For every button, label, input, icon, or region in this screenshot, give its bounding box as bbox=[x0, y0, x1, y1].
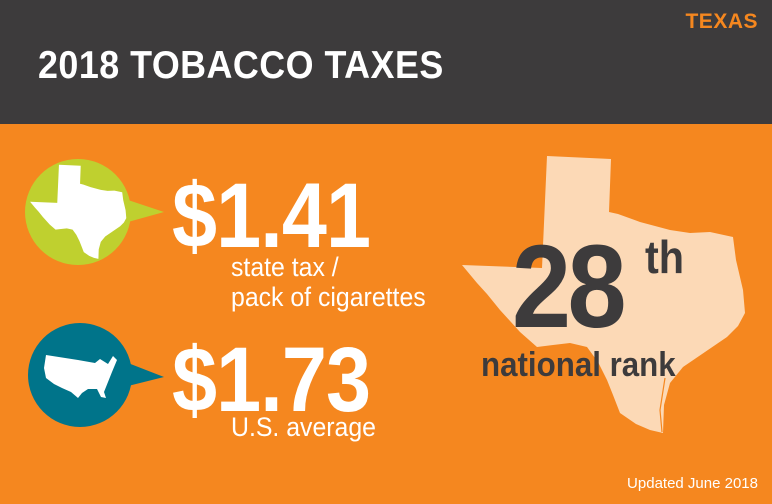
us-average-label: U.S. average bbox=[231, 412, 376, 442]
state-name: TEXAS bbox=[685, 10, 758, 33]
state-tax-label-2: pack of cigarettes bbox=[231, 282, 426, 312]
usa-map-icon bbox=[28, 323, 164, 427]
updated-date: Updated June 2018 bbox=[627, 475, 758, 492]
state-tax-label-1: state tax / bbox=[231, 252, 339, 282]
rank-suffix: th bbox=[645, 231, 685, 283]
page-title: 2018 TOBACCO TAXES bbox=[38, 44, 444, 87]
rank-number: 28 bbox=[512, 221, 627, 353]
texas-map-icon bbox=[25, 159, 164, 265]
rank-label: national rank bbox=[481, 346, 676, 384]
state-tax-value: $1.41 bbox=[172, 165, 371, 267]
header-bar: TEXAS 2018 TOBACCO TAXES bbox=[0, 0, 772, 124]
us-average-value: $1.73 bbox=[172, 329, 371, 431]
